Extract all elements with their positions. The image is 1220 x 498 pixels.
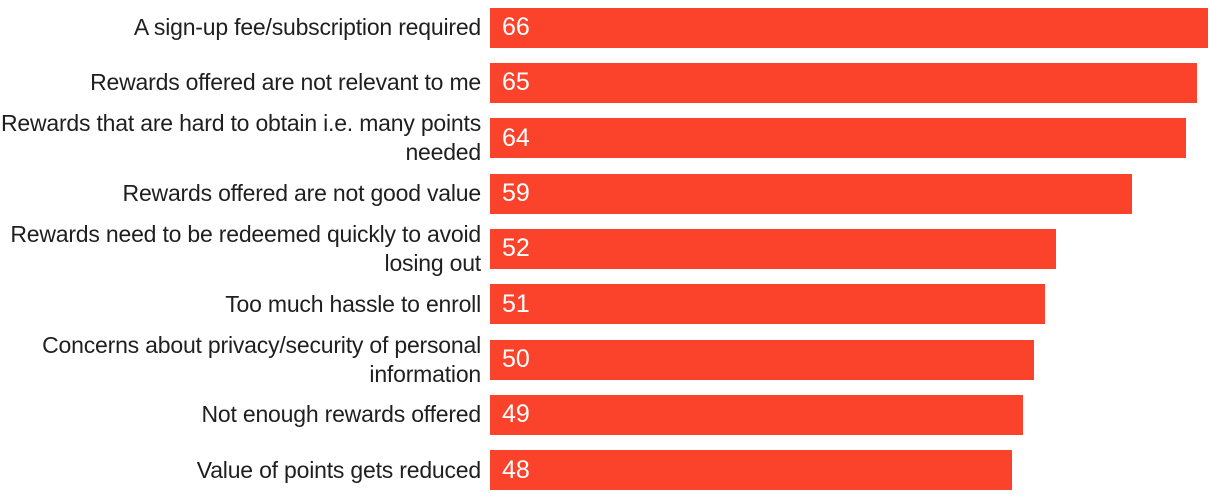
chart-row: Rewards offered are not relevant to me 65 — [0, 55, 1220, 110]
value-label: 52 — [502, 234, 530, 263]
chart-row: Concerns about privacy/security of perso… — [0, 332, 1220, 387]
bar: 59 — [490, 173, 1132, 214]
value-label: 49 — [502, 400, 530, 429]
bar-area: 48 — [490, 443, 1220, 498]
bar-area: 50 — [490, 332, 1220, 387]
value-label: 50 — [502, 345, 530, 374]
bar-area: 65 — [490, 55, 1220, 110]
bar-area: 59 — [490, 166, 1220, 221]
value-label: 59 — [502, 179, 530, 208]
value-label: 48 — [502, 455, 530, 484]
value-label: 65 — [502, 68, 530, 97]
bar: 49 — [490, 394, 1023, 435]
chart-row: A sign-up fee/subscription required 66 — [0, 0, 1220, 55]
bar: 52 — [490, 228, 1056, 269]
chart-row: Too much hassle to enroll 51 — [0, 277, 1220, 332]
value-label: 51 — [502, 289, 530, 318]
bar-area: 66 — [490, 0, 1220, 55]
category-label: Rewards offered are not relevant to me — [90, 69, 481, 96]
bar: 50 — [490, 339, 1034, 380]
chart-row: Rewards need to be redeemed quickly to a… — [0, 221, 1220, 276]
chart-row: Not enough rewards offered 49 — [0, 387, 1220, 442]
category-label: Concerns about privacy/security of perso… — [42, 331, 481, 387]
bar-area: 49 — [490, 387, 1220, 442]
bar-area: 64 — [490, 111, 1220, 166]
chart-row: Rewards that are hard to obtain i.e. man… — [0, 110, 1220, 166]
bar-area: 52 — [490, 221, 1220, 276]
bar: 48 — [490, 450, 1012, 491]
bar: 51 — [490, 284, 1045, 325]
chart-row: Rewards offered are not good value 59 — [0, 166, 1220, 221]
category-label: Rewards offered are not good value — [122, 180, 482, 207]
category-label: Too much hassle to enroll — [225, 290, 481, 317]
value-label: 64 — [502, 123, 530, 152]
value-label: 66 — [502, 13, 530, 42]
chart-row: Value of points gets reduced 48 — [0, 443, 1220, 498]
category-label: A sign-up fee/subscription required — [133, 14, 481, 41]
bar: 65 — [490, 62, 1197, 103]
category-label: Not enough rewards offered — [201, 401, 481, 428]
category-label: Rewards need to be redeemed quickly to a… — [10, 220, 481, 276]
bar-area: 51 — [490, 277, 1220, 332]
bar: 66 — [490, 7, 1208, 48]
bar: 64 — [490, 118, 1186, 159]
category-label: Value of points gets reduced — [196, 456, 481, 483]
category-label: Rewards that are hard to obtain i.e. man… — [0, 110, 481, 166]
